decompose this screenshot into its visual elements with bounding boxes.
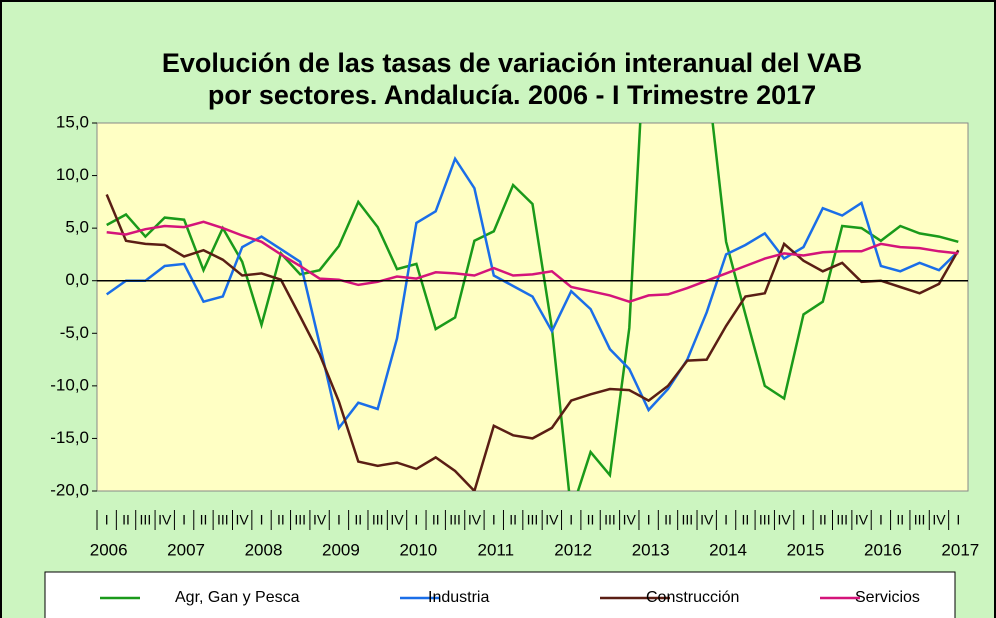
x-tick-label: II [509, 512, 517, 528]
legend-label: Construcción [646, 589, 739, 606]
chart-title: Evolución de las tasas de variación inte… [162, 48, 862, 78]
x-tick-label: IV [855, 512, 869, 528]
year-label: 2015 [787, 540, 825, 559]
year-label: 2013 [632, 540, 670, 559]
x-tick-label: IV [313, 512, 327, 528]
y-tick-label: 5,0 [65, 218, 89, 237]
series-group [105, 123, 960, 491]
x-tick-label: III [682, 512, 694, 528]
x-tick-label: I [260, 512, 264, 528]
plot-area [96, 122, 969, 492]
series-line [106, 220, 959, 304]
x-tick-label: III [836, 512, 848, 528]
year-label: 2006 [90, 540, 128, 559]
x-tick-label: II [742, 512, 750, 528]
y-tick-label: 10,0 [56, 165, 89, 184]
x-tick-label: II [354, 512, 362, 528]
x-tick-label: II [896, 512, 904, 528]
legend-label: Industria [428, 589, 489, 606]
x-tick-label: III [759, 512, 771, 528]
year-label: 2016 [864, 540, 902, 559]
x-tick-label: III [604, 512, 616, 528]
legend-label: Agr, Gan y Pesca [175, 589, 300, 606]
x-tick-label: II [277, 512, 285, 528]
x-tick-label: I [182, 512, 186, 528]
year-label: 2010 [399, 540, 437, 559]
x-tick-label: III [527, 512, 539, 528]
y-tick-label: -15,0 [50, 428, 89, 447]
legend-label: Servicios [855, 589, 920, 606]
x-tick-label: III [449, 512, 461, 528]
x-tick-label: III [294, 512, 306, 528]
series-line [106, 123, 959, 491]
x-tick-label: III [914, 512, 926, 528]
y-tick-label: -5,0 [60, 323, 89, 342]
x-tick-label: IV [623, 512, 637, 528]
x-tick-label: IV [778, 512, 792, 528]
x-tick-label: II [664, 512, 672, 528]
year-label: 2011 [478, 540, 515, 559]
x-tick-label: II [587, 512, 595, 528]
year-label: 2017 [941, 540, 979, 559]
x-tick-label: IV [468, 512, 482, 528]
x-tick-label: I [647, 512, 651, 528]
year-label: 2014 [709, 540, 747, 559]
year-label: 2007 [167, 540, 205, 559]
x-tick-label: IV [158, 512, 172, 528]
x-tick-label: IV [390, 512, 404, 528]
year-label: 2012 [554, 540, 592, 559]
x-tick-label: IV [932, 512, 946, 528]
y-tick-label: 0,0 [65, 270, 89, 289]
year-label: 2008 [245, 540, 283, 559]
x-tick-label: I [879, 512, 883, 528]
x-tick-label: I [414, 512, 418, 528]
x-tick-label: I [802, 512, 806, 528]
x-tick-label: I [956, 512, 960, 528]
x-tick-label: I [337, 512, 341, 528]
x-tick-label: IV [236, 512, 250, 528]
x-tick-label: II [200, 512, 208, 528]
series-line [105, 155, 960, 431]
x-tick-label: III [140, 512, 152, 528]
x-tick-label: II [819, 512, 827, 528]
x-tick-label: IV [545, 512, 559, 528]
year-label: 2009 [322, 540, 360, 559]
y-tick-label: 15,0 [56, 112, 89, 131]
x-tick-label: I [569, 512, 573, 528]
series-line [105, 194, 960, 491]
x-tick-label: I [724, 512, 728, 528]
x-tick-label: I [105, 512, 109, 528]
x-tick-label: II [432, 512, 440, 528]
x-tick-label: III [372, 512, 384, 528]
x-tick-label: IV [700, 512, 714, 528]
x-tick-label: III [217, 512, 229, 528]
legend [44, 571, 956, 618]
y-tick-label: -20,0 [50, 480, 89, 499]
x-tick-label: II [122, 512, 130, 528]
y-tick-label: -10,0 [50, 375, 89, 394]
chart-title: por sectores. Andalucía. 2006 - I Trimes… [208, 80, 816, 110]
x-tick-label: I [492, 512, 496, 528]
